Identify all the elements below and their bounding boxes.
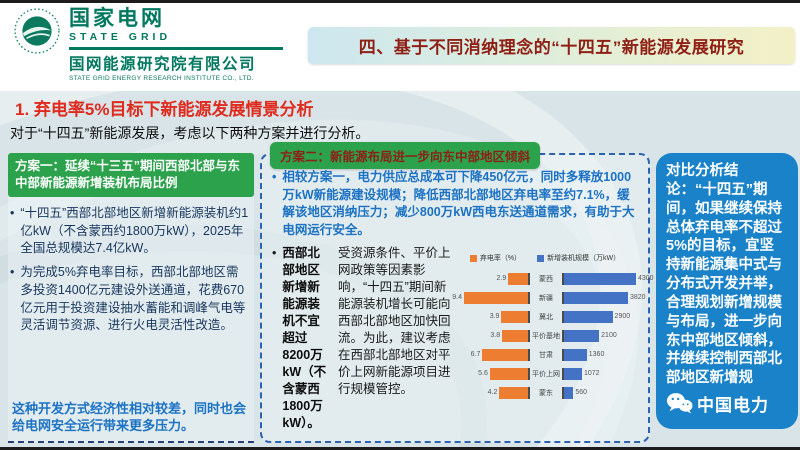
legend-label: 弃电率（%） bbox=[479, 255, 522, 262]
capacity-bar bbox=[564, 367, 582, 380]
chart-row: 2.9 蒙西 4300 bbox=[452, 269, 654, 288]
capacity-bar bbox=[564, 291, 628, 304]
conclusion-panel: 对比分析结论：“十四五”期间，如果继续保持总体弃电率不超过5%的目标，宜坚持新能… bbox=[656, 153, 798, 429]
plan2-bullet-2-rest: 受资源条件、平价上网政策等因素影响，“十四五”期间新能源装机增长可能向西部北部地… bbox=[338, 246, 451, 396]
category-label: 平价基地 bbox=[532, 332, 560, 340]
plan2-panel: 方案二：新能源布局进一步向东中部地区倾斜 相较方案一，电力供应总成本可下降450… bbox=[260, 142, 654, 443]
conclusion-text: 对比分析结论：“十四五”期间，如果继续保持总体弃电率不超过5%的目标，宜坚持新能… bbox=[666, 163, 782, 387]
tornado-chart: 弃电率（%） 新增装机规模（万kW） 2.9 蒙西 4300 9.4 新疆 3820 3.9 冀北… bbox=[452, 245, 654, 438]
curtailment-value: 6.7 bbox=[470, 350, 481, 358]
plan2-bullet-2: 西部北部地区新增新能源装机不宜超过8200万kW（不含蒙西1800万kW）。受资… bbox=[272, 245, 452, 432]
curtailment-value: 5.6 bbox=[478, 369, 488, 377]
category-label: 蒙西 bbox=[539, 275, 553, 283]
header-bar: 国家电网 STATE GRID 国网能源研究院有限公司 STATE GRID E… bbox=[0, 3, 800, 91]
capacity-bar bbox=[564, 272, 636, 285]
chart-legend: 弃电率（%） 新增装机规模（万kW） bbox=[452, 253, 638, 263]
curtailment-bar-cell: 6.7 bbox=[464, 348, 530, 361]
capacity-bar-cell: 1360 bbox=[562, 348, 636, 361]
wechat-badge: 中国电力 bbox=[666, 392, 788, 420]
chart-row: 4.2 蒙东 560 bbox=[452, 383, 638, 402]
curtailment-value: 4.2 bbox=[487, 388, 498, 396]
capacity-bar-cell: 560 bbox=[562, 386, 636, 399]
capacity-bar-cell: 2100 bbox=[562, 329, 636, 342]
curtailment-bar bbox=[489, 367, 528, 380]
curtailment-bar bbox=[501, 310, 528, 323]
curtailment-bar bbox=[502, 329, 528, 342]
capacity-value: 560 bbox=[575, 388, 588, 396]
curtailment-bar-cell: 9.4 bbox=[452, 291, 530, 304]
curtailment-bar-cell: 2.9 bbox=[464, 272, 530, 285]
section-intro: 对于“十四五”新能源发展，考虑以下两种方案并进行分析。 bbox=[10, 125, 370, 141]
plan2-bullet-1-text: 相较方案一，电力供应总成本可下降450亿元，同时多释放1000万kW新能源建设规… bbox=[272, 169, 638, 239]
curtailment-bar bbox=[464, 291, 528, 304]
curtailment-bar bbox=[508, 272, 528, 285]
company-name-cn: 国网能源研究院有限公司 bbox=[69, 55, 257, 73]
plan2-header: 方案二：新能源布局进一步向东中部地区倾斜 bbox=[270, 142, 541, 169]
legend-swatch bbox=[537, 254, 545, 262]
plan1-panel: 方案一：延续“十三五”期间西部北部与东中部新能源新增装机布局比例 “十四五”西部… bbox=[8, 153, 254, 443]
chart-row: 3.8 平价基地 2100 bbox=[452, 326, 638, 345]
plan2-bullet-2-bold: 西部北部地区新增新能源装机不宜超过8200万kW（不含蒙西1800万kW）。 bbox=[282, 246, 327, 430]
capacity-bar bbox=[564, 348, 587, 361]
capacity-value: 2100 bbox=[601, 331, 617, 339]
curtailment-value: 3.8 bbox=[490, 331, 501, 339]
curtailment-bar-cell: 3.8 bbox=[464, 329, 530, 342]
plan1-body: “十四五”西部北部地区新增新能源装机约1亿kW（不含蒙西约1800万kW），20… bbox=[8, 197, 254, 400]
capacity-value: 1360 bbox=[588, 350, 605, 358]
plan1-bullet-2: 为完成5%弃电率目标，西部北部地区需多投资1400亿元建设外送通道，花费670亿… bbox=[10, 264, 249, 335]
wechat-icon bbox=[666, 392, 693, 420]
capacity-value: 1072 bbox=[583, 369, 600, 377]
plan2-bullet-1: 相较方案一，电力供应总成本可下降450亿元，同时多释放1000万kW新能源建设规… bbox=[272, 169, 638, 239]
category-label: 蒙东 bbox=[539, 389, 553, 397]
curtailment-bar bbox=[482, 348, 528, 361]
capacity-bar-cell: 4300 bbox=[562, 272, 654, 285]
capacity-bar-cell: 2900 bbox=[562, 310, 636, 323]
capacity-bar bbox=[564, 329, 600, 342]
category-label: 冀北 bbox=[539, 313, 553, 321]
slide-title-banner: 四、基于不同消纳理念的“十四五”新能源发展研究 bbox=[308, 27, 795, 64]
plan1-header: 方案一：延续“十三五”期间西部北部与东中部新能源新增装机布局比例 bbox=[8, 153, 254, 197]
chart-row: 5.6 平价上网 1072 bbox=[452, 364, 638, 383]
section-title: 1. 弃电率5%目标下新能源发展情景分析 bbox=[15, 100, 314, 119]
capacity-bar-cell: 1072 bbox=[562, 367, 636, 380]
legend-swatch bbox=[469, 254, 477, 262]
wechat-account-name: 中国电力 bbox=[697, 396, 769, 415]
curtailment-bar bbox=[499, 386, 528, 399]
state-grid-emblem-icon bbox=[14, 8, 60, 59]
brand-name-en: STATE GRID bbox=[69, 31, 172, 44]
capacity-value: 3820 bbox=[629, 293, 646, 301]
capacity-bar-cell: 3820 bbox=[562, 291, 646, 304]
chart-legend-item: 弃电率（%） bbox=[469, 253, 522, 263]
curtailment-bar-cell: 4.2 bbox=[464, 386, 530, 399]
plan1-conclusion: 这种开发方式经济性相对较差，同时也会给电网安全运行带来更多压力。 bbox=[12, 400, 247, 434]
plan2-content-row: 西部北部地区新增新能源装机不宜超过8200万kW（不含蒙西1800万kW）。受资… bbox=[272, 245, 654, 438]
curtailment-value: 2.9 bbox=[496, 274, 507, 282]
curtailment-value: 3.9 bbox=[489, 312, 500, 320]
category-label: 平价上网 bbox=[532, 370, 560, 378]
capacity-value: 4300 bbox=[638, 274, 654, 282]
chart-legend-item: 新增装机规模（万kW） bbox=[537, 253, 620, 263]
capacity-bar bbox=[564, 310, 613, 323]
company-name-en: STATE GRID ENERGY RESEARCH INSTITUTE CO.… bbox=[69, 74, 254, 82]
chart-row: 6.7 甘肃 1360 bbox=[452, 345, 638, 364]
capacity-bar bbox=[564, 386, 574, 399]
curtailment-bar-cell: 3.9 bbox=[464, 310, 530, 323]
legend-label: 新增装机规模（万kW） bbox=[547, 255, 621, 262]
capacity-value: 2900 bbox=[614, 312, 631, 320]
curtailment-bar-cell: 5.6 bbox=[464, 367, 530, 380]
brand-name-cn: 国家电网 bbox=[69, 7, 165, 30]
state-grid-logo: 国家电网 STATE GRID 国网能源研究院有限公司 STATE GRID E… bbox=[14, 7, 283, 82]
category-label: 甘肃 bbox=[539, 351, 553, 359]
chart-row: 9.4 新疆 3820 bbox=[452, 288, 646, 307]
plan1-bullet-1: “十四五”西部北部地区新增新能源装机约1亿kW（不含蒙西约1800万kW），20… bbox=[10, 205, 249, 258]
category-label: 新疆 bbox=[539, 294, 553, 302]
logo-text-block: 国家电网 STATE GRID 国网能源研究院有限公司 STATE GRID E… bbox=[69, 7, 283, 82]
curtailment-value: 9.4 bbox=[452, 293, 462, 301]
logo-divider bbox=[69, 47, 283, 50]
chart-row: 3.9 冀北 2900 bbox=[452, 307, 638, 326]
